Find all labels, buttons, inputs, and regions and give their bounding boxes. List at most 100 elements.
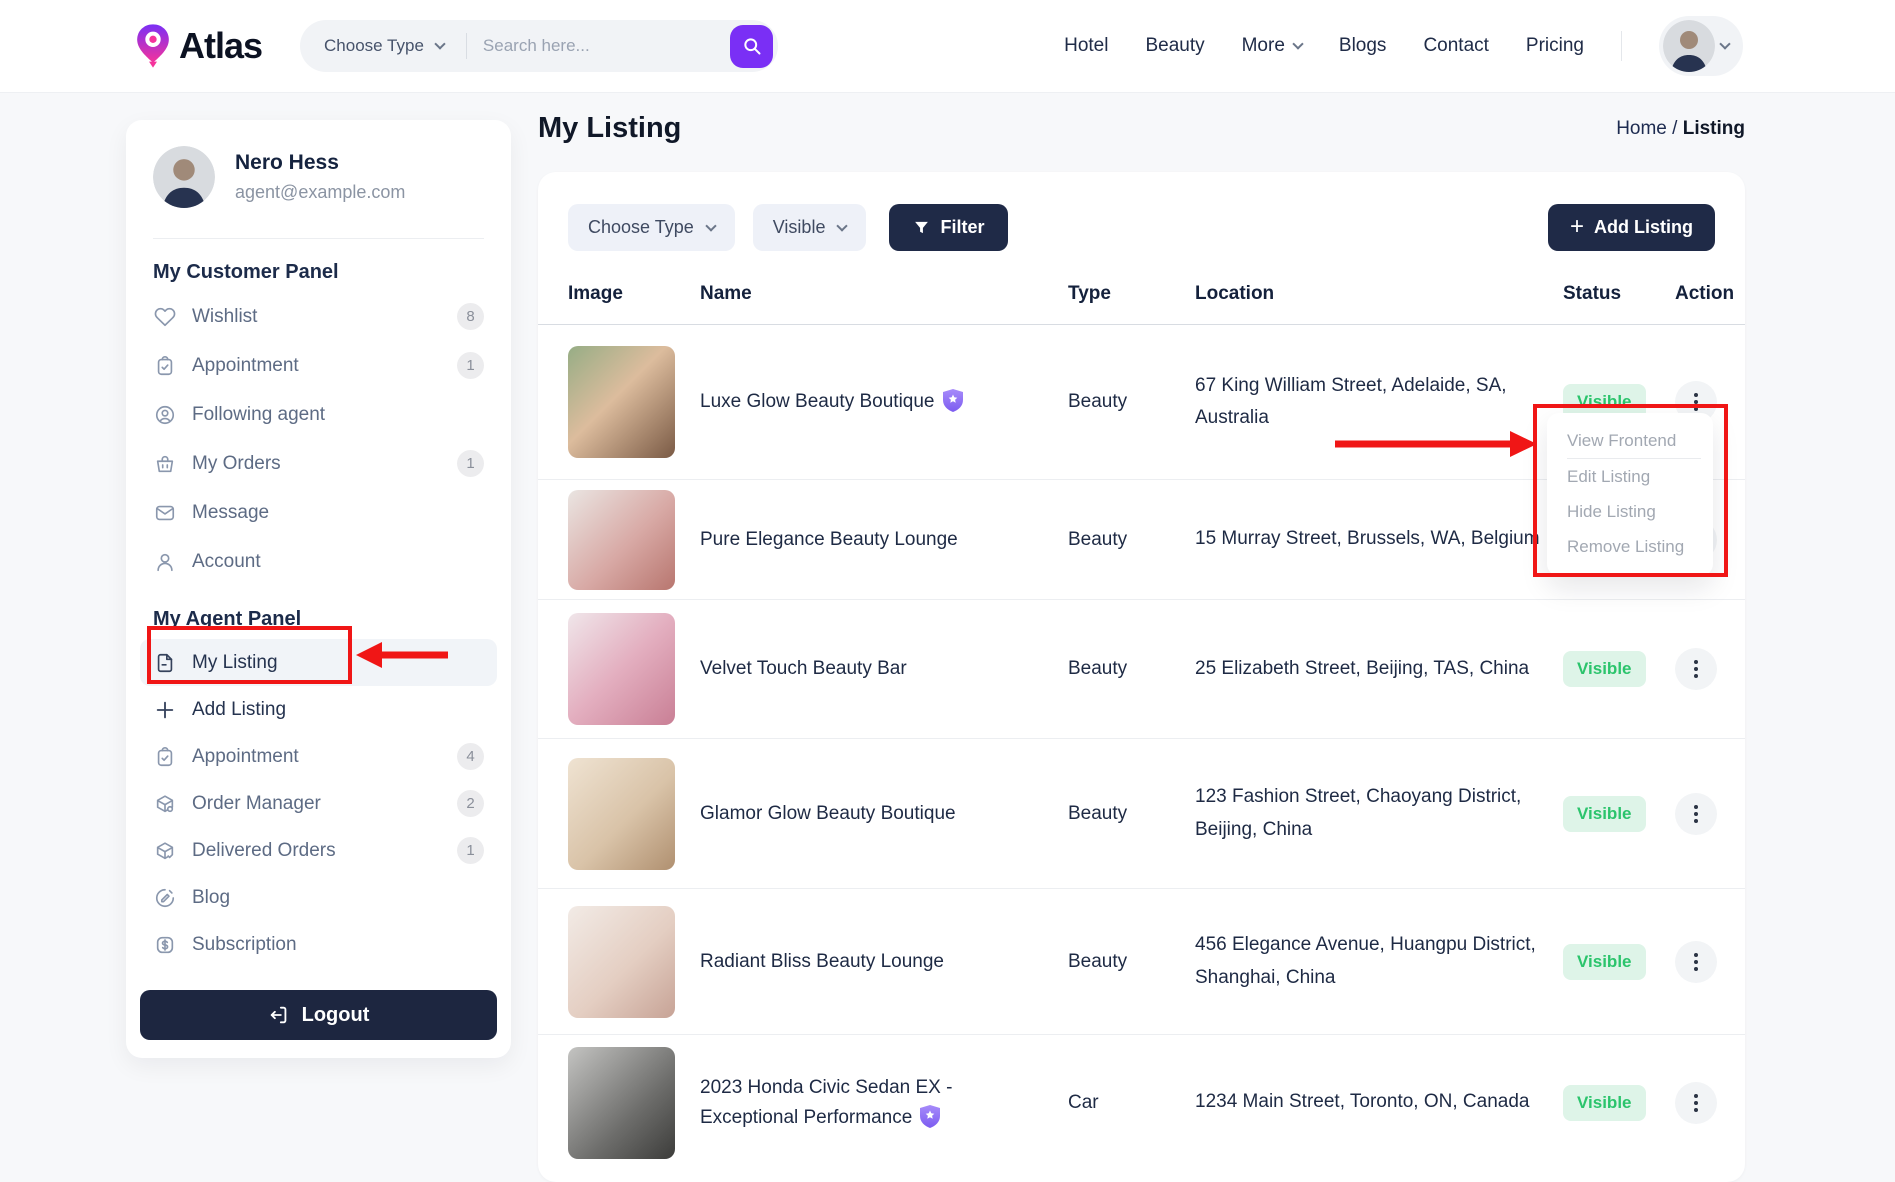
breadcrumb-home[interactable]: Home [1616,117,1667,139]
listing-name: Pure Elegance Beauty Lounge [700,528,958,550]
breadcrumb: Home / Listing [1616,117,1745,139]
brand-logo[interactable]: Atlas [133,22,263,70]
menu-item-view-frontend[interactable]: View Frontend [1567,424,1701,459]
listing-location: 123 Fashion Street, Chaoyang District, B… [1195,786,1522,840]
listing-type: Beauty [1068,528,1128,550]
chevron-down-icon [1292,38,1304,50]
sidebar-item-message[interactable]: Message [140,488,497,537]
sidebar-item-wishlist[interactable]: Wishlist 8 [140,292,497,341]
verified-badge-icon [942,389,963,413]
search-type-label: Choose Type [324,36,424,55]
listing-type: Beauty [1068,950,1128,972]
status-badge: Visible [1563,943,1646,980]
sidebar-item-my-orders[interactable]: My Orders 1 [140,439,497,488]
search-type-select[interactable]: Choose Type [324,36,446,56]
table-header: Image Name Type Location Status Action [538,263,1745,325]
listing-name: 2023 Honda Civic Sedan EX - Exceptional … [700,1077,953,1128]
nav-link-hotel[interactable]: Hotel [1064,35,1109,56]
listing-type: Car [1068,1091,1099,1113]
subscription-icon [153,933,177,957]
top-navbar: Atlas Choose Type Hotel Beauty More Blog… [0,0,1895,92]
row-actions-button[interactable] [1675,792,1717,835]
sidebar-item-add-listing[interactable]: Add Listing [140,686,497,733]
listing-image [568,905,675,1018]
sidebar-profile: Nero Hess agent@example.com [140,146,497,208]
visibility-filter-select[interactable]: Visible [752,204,867,251]
count-badge: 1 [457,352,484,379]
listings-card: Choose Type Visible Filter + Add Listing… [538,172,1745,1182]
search-button[interactable] [730,24,774,68]
add-listing-button[interactable]: + Add Listing [1548,204,1715,251]
row-actions-menu: View Frontend Edit Listing Hide Listing … [1547,413,1713,576]
filter-button[interactable]: Filter [889,204,1009,251]
listing-image [568,613,675,725]
customer-panel-menu: Wishlist 8 Appointment 1 Following agent… [140,292,497,586]
blog-icon [153,886,177,910]
search-input[interactable] [482,36,731,56]
sidebar-item-blog[interactable]: Blog [140,874,497,921]
sidebar-item-delivered-orders[interactable]: Delivered Orders 1 [140,827,497,874]
listing-location: 1234 Main Street, Toronto, ON, Canada [1195,1091,1530,1113]
funnel-icon [915,221,929,234]
nav-link-beauty[interactable]: Beauty [1145,35,1205,56]
location-pin-icon [137,24,169,68]
type-filter-select[interactable]: Choose Type [568,204,735,251]
listings-toolbar: Choose Type Visible Filter + Add Listing [538,172,1745,251]
sidebar-item-account[interactable]: Account [140,537,497,586]
agent-panel-title: My Agent Panel [153,608,302,630]
sidebar-item-my-listing[interactable]: My Listing [140,639,497,686]
status-badge: Visible [1563,651,1646,687]
page-title: My Listing [538,112,682,144]
table-row: Glamor Glow Beauty Boutique Beauty 123 F… [538,739,1745,889]
navbar-links: Hotel Beauty More Blogs Contact Pricing [1064,16,1743,76]
brand-name: Atlas [179,25,263,66]
listing-type: Beauty [1068,802,1128,824]
nav-link-more[interactable]: More [1242,35,1304,57]
logout-icon [270,1006,286,1024]
listing-image [568,489,675,590]
nav-link-pricing[interactable]: Pricing [1525,35,1584,56]
listing-image [568,1046,675,1159]
sidebar: Nero Hess agent@example.com My Customer … [126,120,511,1058]
listing-name: Radiant Bliss Beauty Lounge [700,950,944,972]
listing-icon [153,651,177,675]
menu-item-remove-listing[interactable]: Remove Listing [1567,536,1685,556]
verified-badge-icon [920,1104,941,1128]
sidebar-item-appointment[interactable]: Appointment 1 [140,341,497,390]
table-row: 2023 Honda Civic Sedan EX - Exceptional … [538,1035,1745,1170]
order-manager-icon [153,792,177,816]
row-actions-button[interactable] [1675,940,1717,983]
chevron-down-icon [836,219,849,232]
sidebar-item-order-manager[interactable]: Order Manager 2 [140,780,497,827]
search-divider [465,33,467,59]
listing-type: Beauty [1068,658,1128,679]
count-badge: 1 [457,837,484,864]
table-row: Velvet Touch Beauty Bar Beauty 25 Elizab… [538,600,1745,739]
listing-type: Beauty [1068,391,1128,412]
account-menu[interactable] [1659,16,1743,76]
row-actions-button[interactable] [1675,1081,1717,1124]
count-badge: 4 [457,743,484,770]
listing-image [568,346,675,458]
row-actions-button[interactable] [1675,648,1717,690]
chevron-down-icon [1719,38,1731,50]
listing-location: 67 King William Street, Adelaide, SA, Au… [1195,374,1507,428]
search-icon [743,38,761,55]
logout-button[interactable]: Logout [140,990,497,1040]
heart-icon [153,305,177,329]
nav-link-contact[interactable]: Contact [1423,35,1489,56]
table-row: Radiant Bliss Beauty Lounge Beauty 456 E… [538,889,1745,1035]
customer-panel-title: My Customer Panel [153,261,339,283]
plus-icon [153,698,177,722]
sidebar-item-subscription[interactable]: Subscription [140,921,497,968]
nav-link-blogs[interactable]: Blogs [1338,35,1387,56]
sidebar-item-agent-appointment[interactable]: Appointment 4 [140,733,497,780]
agent-panel-menu: My Listing Add Listing Appointment 4 Ord… [140,639,497,968]
listing-location: 456 Elegance Avenue, Huangpu District, S… [1195,934,1536,988]
menu-item-edit-listing[interactable]: Edit Listing [1567,466,1651,486]
count-badge: 2 [457,790,484,817]
appointment-icon [153,745,177,769]
menu-item-hide-listing[interactable]: Hide Listing [1567,501,1656,521]
sidebar-item-following-agent[interactable]: Following agent [140,390,497,439]
global-search-bar: Choose Type [300,20,779,72]
